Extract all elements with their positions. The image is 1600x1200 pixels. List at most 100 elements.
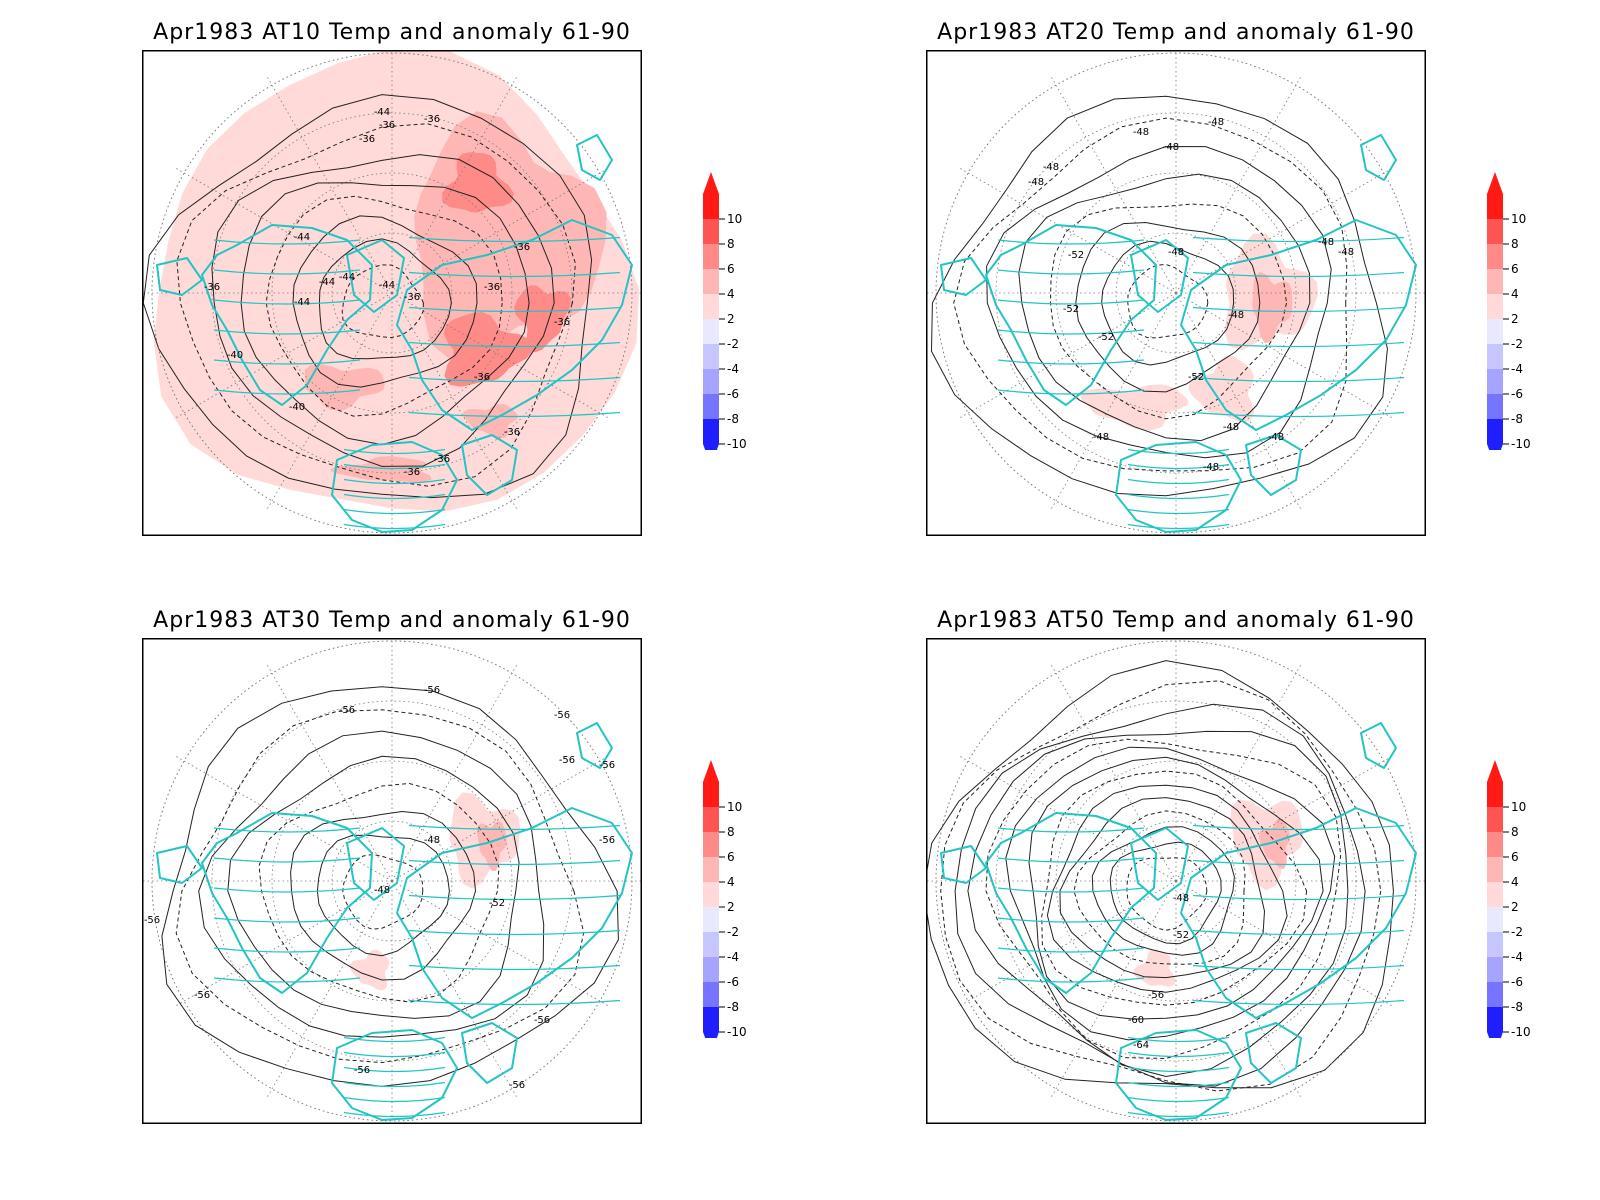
colorbar-swatch: [1487, 932, 1503, 957]
colorbar-label: -2: [727, 337, 739, 351]
temperature-contour: [1101, 240, 1235, 366]
contour-label: -48: [1223, 422, 1239, 433]
meridian-line: [1175, 880, 1393, 1007]
contour-label: -36: [424, 114, 440, 125]
contour-label: -56: [144, 915, 160, 926]
contour-label: -56: [509, 1080, 525, 1091]
colorbar-swatch: [1487, 957, 1503, 982]
temperature-contour: [175, 709, 585, 1064]
contour-label: -56: [424, 685, 440, 696]
contour-label: -48: [1208, 117, 1224, 128]
anomaly-shade: [1252, 271, 1293, 344]
contour-label: -36: [204, 282, 220, 293]
anomaly-shade: [514, 285, 572, 353]
coastline: [985, 224, 1157, 406]
contour-label: -44: [294, 297, 310, 308]
meridian-line: [391, 664, 518, 882]
meridian-line: [1050, 664, 1177, 882]
colorbar-swatch: [703, 419, 719, 444]
colorbar-swatch: [1487, 782, 1503, 807]
colorbar-swatch: [1487, 882, 1503, 907]
colorbar-label: -10: [727, 1025, 747, 1038]
meridian-line: [959, 167, 1177, 294]
colorbar-swatch: [1487, 269, 1503, 294]
contour-label: -36: [474, 372, 490, 383]
anomaly-shade: [329, 456, 432, 483]
coastline: [576, 134, 613, 181]
contour-label: -36: [554, 317, 570, 328]
contour-label: -56: [339, 705, 355, 716]
colorbar-label: 2: [1511, 312, 1519, 326]
anomaly-shade: [1258, 818, 1290, 869]
colorbar-label: -6: [727, 387, 739, 401]
colorbar-label: -4: [727, 950, 739, 964]
coastline: [1245, 434, 1302, 496]
coastline: [331, 1029, 458, 1121]
meridian-line: [175, 167, 393, 294]
contour-label: -64: [1133, 1040, 1149, 1051]
colorbar-label: -6: [727, 975, 739, 989]
contour-label: -48: [1133, 127, 1149, 138]
meridian-line: [959, 292, 1177, 419]
contour-label: -36: [434, 454, 450, 465]
map-frame: [142, 638, 642, 1124]
meridian-line: [1175, 292, 1393, 419]
meridian-line: [1050, 76, 1177, 294]
horizon-circle: [151, 640, 633, 1122]
colorbar-label: -10: [727, 437, 747, 450]
contour-label: -56: [1148, 990, 1164, 1001]
contour-label: -56: [354, 1065, 370, 1076]
temperature-contour: [265, 195, 503, 417]
coastline: [461, 1022, 518, 1084]
map-panel-at50: Apr1983 AT50 Temp and anomaly 61-90 -48-…: [926, 608, 1600, 1168]
polar-map: -48 -52 -56 -60 -64: [926, 638, 1426, 1124]
colorbar-label: 2: [1511, 900, 1519, 914]
colorbar: 10 8 6 4 2 -2 -4 -6 -8 -10: [1487, 760, 1531, 1038]
contour-label: -44: [294, 232, 310, 243]
temperature-contour: [1091, 826, 1235, 956]
contour-label: -48: [1318, 237, 1334, 248]
latitude-circle: [1055, 172, 1297, 414]
colorbar-swatch: [703, 244, 719, 269]
coastline: [156, 845, 203, 884]
meridian-line: [391, 755, 609, 882]
contour-label: -56: [599, 835, 615, 846]
colorbar-swatch: [1487, 394, 1503, 419]
temperature-contour: [1109, 841, 1222, 945]
colorbar-label: -2: [1511, 925, 1523, 939]
colorbar: 10 8 6 4 2 -2 -4 -6 -8 -10: [1487, 172, 1531, 450]
colorbar-swatch: [1487, 1007, 1503, 1032]
meridian-line: [1175, 292, 1302, 510]
temperature-contour: [930, 95, 1388, 497]
coastline: [1130, 827, 1189, 901]
contour-label: -48: [1168, 247, 1184, 258]
colorbar-label: -2: [1511, 337, 1523, 351]
colorbar-label: 2: [727, 312, 735, 326]
contour-label: -36: [404, 292, 420, 303]
colorbar-swatch: [1487, 982, 1503, 1007]
map-panel-at10: Apr1983 AT10 Temp and anomaly 61-90 -36-…: [142, 20, 842, 580]
meridian-line: [266, 76, 393, 294]
contour-label: -52: [1063, 304, 1079, 315]
colorbar-swatch: [1487, 219, 1503, 244]
contour-label: -60: [1128, 1015, 1144, 1026]
contour-label: -36: [379, 120, 395, 131]
colorbar-swatch: [1487, 194, 1503, 219]
coastline: [940, 845, 987, 884]
anomaly-shade: [349, 949, 390, 991]
meridian-line: [959, 880, 1177, 1007]
temperature-contour: [292, 215, 478, 388]
colorbar: 10 8 6 4 2 -2 -4 -6 -8 -10: [703, 760, 747, 1038]
coastline: [1360, 134, 1397, 181]
colorbar-swatch: [703, 194, 719, 219]
contour-label: -48: [1028, 177, 1044, 188]
colorbar-label: -8: [1511, 412, 1523, 426]
map-frame: [926, 50, 1426, 536]
coastline: [346, 239, 405, 313]
meridian-line: [391, 880, 518, 1098]
temperature-contour: [967, 730, 1349, 1078]
coastline: [940, 257, 987, 296]
colorbar-label: -6: [1511, 387, 1523, 401]
map-panel-at20: Apr1983 AT20 Temp and anomaly 61-90 -48-…: [926, 20, 1600, 580]
contour-label: -52: [1173, 930, 1189, 941]
